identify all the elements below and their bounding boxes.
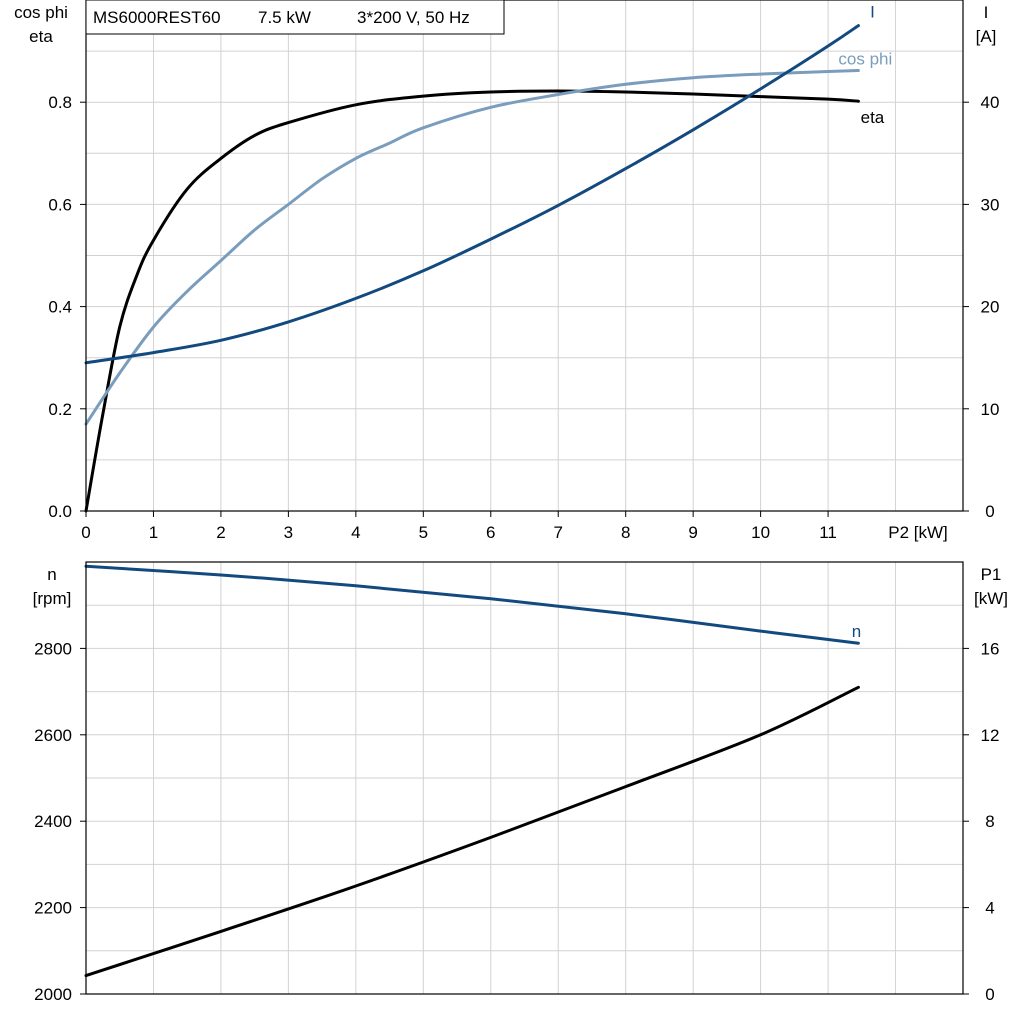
top-chart-frame bbox=[85, 0, 964, 512]
right-axis-tick-label: 40 bbox=[981, 93, 1000, 112]
x-axis-tick-label: 1 bbox=[149, 523, 158, 542]
header-supply: 3*200 V, 50 Hz bbox=[357, 8, 470, 27]
header-rating: 7.5 kW bbox=[258, 8, 311, 27]
left-axis-tick-label: 0.4 bbox=[48, 298, 72, 317]
bottom-left-axis-title-2: [rpm] bbox=[33, 589, 72, 608]
bottom-chart-labels: 2000 2200 2400 2600 2800 0 4 8 12 16 n bbox=[34, 622, 999, 1004]
x-axis-tick-label: 5 bbox=[419, 523, 428, 542]
top-chart-grid bbox=[86, 0, 963, 511]
x-axis-tick-label: 11 bbox=[819, 523, 837, 542]
bottom-chart-grid bbox=[86, 562, 963, 994]
right-axis-tick-label: 20 bbox=[981, 298, 1000, 317]
top-left-axis-title-2: eta bbox=[29, 27, 53, 46]
series-line-p1 bbox=[84, 685, 860, 978]
x-axis-tick-label: 9 bbox=[688, 523, 697, 542]
series-label-n: n bbox=[852, 622, 861, 641]
x-axis-tick-label: 8 bbox=[621, 523, 630, 542]
right-axis-tick-label: 0 bbox=[985, 502, 994, 521]
x-axis-tick-label: 10 bbox=[751, 523, 770, 542]
x-axis-tick-label: 0 bbox=[81, 523, 90, 542]
bottom-left-axis-title-1: n bbox=[47, 565, 56, 584]
right-axis-tick-label: 12 bbox=[981, 726, 1000, 745]
left-axis-tick-label: 0.8 bbox=[48, 93, 72, 112]
left-axis-tick-label: 0.2 bbox=[48, 400, 72, 419]
left-axis-tick-label: 2400 bbox=[34, 812, 72, 831]
series-line-i bbox=[84, 24, 860, 365]
bottom-right-axis-title-2: [kW] bbox=[974, 589, 1008, 608]
left-axis-tick-label: 0.0 bbox=[48, 502, 72, 521]
series-label-cos-phi: cos phi bbox=[838, 50, 892, 69]
series-line-eta bbox=[84, 89, 860, 513]
top-chart-ticks bbox=[80, 101, 969, 517]
left-axis-tick-label: 2800 bbox=[34, 639, 72, 658]
top-chart-labels: 0.0 0.2 0.4 0.6 0.8 0 10 20 30 40 0 1 2 3 4 5 6 7 8 9 10 11 et… bbox=[48, 3, 999, 542]
left-axis-tick-label: 2200 bbox=[34, 899, 72, 918]
bottom-chart-frame bbox=[85, 561, 964, 995]
x-axis-tick-label: 2 bbox=[216, 523, 225, 542]
bottom-chart-ticks bbox=[80, 647, 969, 995]
right-axis-tick-label: 8 bbox=[985, 812, 994, 831]
right-axis-tick-label: 30 bbox=[981, 195, 1000, 214]
right-axis-tick-label: 16 bbox=[981, 639, 1000, 658]
x-axis-tick-label: 6 bbox=[486, 523, 495, 542]
x-axis-tick-label: 4 bbox=[351, 523, 360, 542]
x-axis-title: P2 [kW] bbox=[888, 523, 948, 542]
right-axis-tick-label: 0 bbox=[985, 985, 994, 1004]
series-label-eta: eta bbox=[861, 108, 885, 127]
series-label-i: I bbox=[870, 3, 875, 22]
top-right-axis-title-1: I bbox=[984, 3, 989, 22]
right-axis-tick-label: 10 bbox=[981, 400, 1000, 419]
header-box bbox=[85, 0, 505, 35]
x-axis-tick-label: 7 bbox=[553, 523, 562, 542]
top-chart-curves bbox=[84, 24, 860, 513]
series-line-cos-phi bbox=[84, 69, 860, 426]
left-axis-tick-label: 2000 bbox=[34, 985, 72, 1004]
right-axis-tick-label: 4 bbox=[985, 899, 994, 918]
top-right-axis-title-2: [A] bbox=[976, 27, 997, 46]
bottom-right-axis-title-1: P1 bbox=[981, 565, 1002, 584]
left-axis-tick-label: 2600 bbox=[34, 726, 72, 745]
left-axis-tick-label: 0.6 bbox=[48, 195, 72, 214]
top-left-axis-title-1: cos phi bbox=[14, 3, 68, 22]
bottom-chart-curves bbox=[84, 564, 860, 978]
series-line-n bbox=[84, 564, 860, 645]
header-model: MS6000REST60 bbox=[93, 8, 221, 27]
x-axis-tick-label: 3 bbox=[284, 523, 293, 542]
